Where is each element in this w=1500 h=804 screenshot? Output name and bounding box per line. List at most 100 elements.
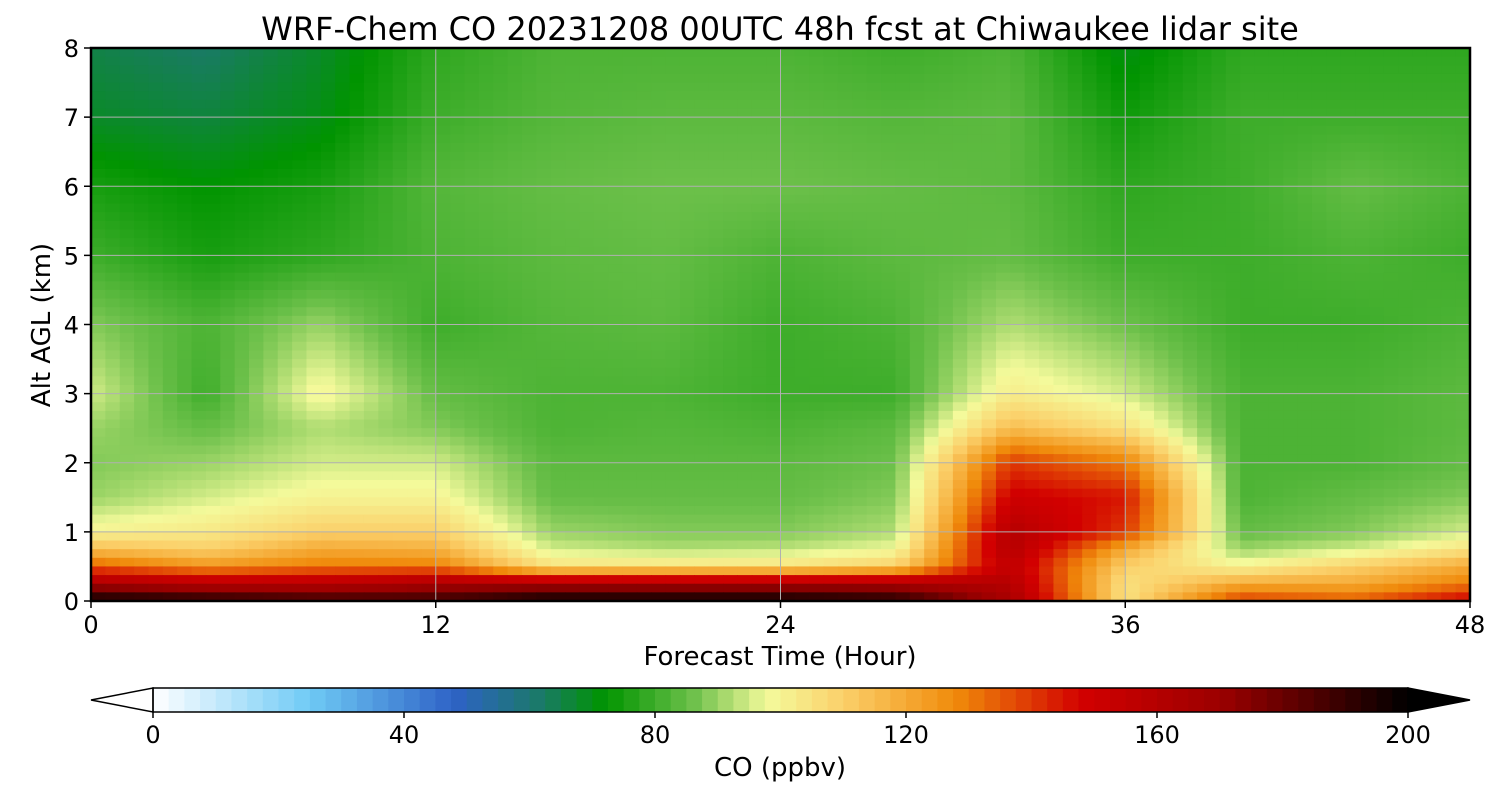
heatmap-cell xyxy=(1369,186,1385,196)
heatmap-cell xyxy=(866,255,882,265)
heatmap-cell xyxy=(1268,134,1284,144)
heatmap-cell xyxy=(1182,108,1198,118)
heatmap-cell xyxy=(191,315,207,326)
heatmap-cell xyxy=(852,117,868,127)
heatmap-cell xyxy=(191,194,207,205)
heatmap-cell xyxy=(881,82,897,92)
heatmap-cell xyxy=(1067,238,1083,248)
heatmap-cell xyxy=(277,350,293,360)
heatmap-cell xyxy=(1082,143,1098,153)
heatmap-cell xyxy=(938,462,954,472)
heatmap-cell xyxy=(1254,212,1270,222)
heatmap-cell xyxy=(938,393,954,403)
heatmap-cell xyxy=(608,272,624,282)
heatmap-cell xyxy=(924,82,940,92)
heatmap-cell xyxy=(392,246,408,256)
heatmap-cell xyxy=(249,480,264,490)
heatmap-cell xyxy=(694,186,710,196)
heatmap-cell xyxy=(349,168,365,179)
heatmap-cell xyxy=(1326,160,1342,170)
heatmap-cell xyxy=(622,220,638,231)
heatmap-cell xyxy=(895,393,911,403)
heatmap-cell xyxy=(1254,220,1270,231)
heatmap-cell xyxy=(665,445,681,455)
heatmap-cell xyxy=(636,350,652,360)
heatmap-cell xyxy=(1455,281,1470,291)
heatmap-cell xyxy=(1153,117,1169,127)
heatmap-cell xyxy=(407,376,422,386)
heatmap-cell xyxy=(1340,333,1356,343)
heatmap-cell xyxy=(1441,99,1457,110)
heatmap-cell xyxy=(1326,419,1342,429)
heatmap-cell xyxy=(1125,393,1141,403)
heatmap-cell xyxy=(464,359,480,369)
heatmap-cell xyxy=(292,462,308,472)
heatmap-cell xyxy=(91,246,106,256)
heatmap-cell xyxy=(91,333,106,343)
heatmap-cell xyxy=(1441,238,1457,248)
heatmap-cell xyxy=(177,289,193,300)
heatmap-cell xyxy=(809,229,825,239)
heatmap-cell xyxy=(349,82,365,92)
heatmap-cell xyxy=(1153,281,1169,291)
heatmap-cell xyxy=(1082,324,1098,334)
heatmap-cell xyxy=(1383,393,1399,403)
heatmap-cell xyxy=(1383,82,1399,92)
heatmap-cell xyxy=(1010,480,1026,490)
heatmap-cell xyxy=(119,324,135,334)
heatmap-cell xyxy=(1067,480,1083,490)
heatmap-cell xyxy=(1283,134,1299,144)
heatmap-cell xyxy=(1010,410,1026,421)
heatmap-cell xyxy=(1010,298,1026,308)
heatmap-cell xyxy=(608,367,624,377)
heatmap-cell xyxy=(565,376,580,386)
heatmap-cell xyxy=(679,186,695,196)
heatmap-cell xyxy=(1096,307,1112,317)
heatmap-cell xyxy=(809,48,825,58)
heatmap-cell xyxy=(263,186,279,196)
heatmap-cell xyxy=(277,229,293,239)
heatmap-cell xyxy=(1053,108,1069,118)
heatmap-cell xyxy=(234,151,250,161)
heatmap-cell xyxy=(1153,324,1169,334)
heatmap-cell xyxy=(1067,384,1083,395)
heatmap-cell xyxy=(335,272,351,282)
heatmap-cell xyxy=(1340,307,1356,317)
heatmap-cell xyxy=(493,471,509,481)
heatmap-cell xyxy=(837,402,853,412)
heatmap-cell xyxy=(1441,393,1457,403)
heatmap-cell xyxy=(1311,471,1327,481)
heatmap-cell xyxy=(1010,307,1026,317)
heatmap-cell xyxy=(1297,341,1313,352)
heatmap-cell xyxy=(895,186,911,196)
heatmap-cell xyxy=(263,99,279,110)
heatmap-cell xyxy=(536,480,552,490)
heatmap-cell xyxy=(464,376,480,386)
heatmap-cell xyxy=(1412,73,1428,84)
heatmap-cell xyxy=(1283,436,1299,447)
heatmap-cell xyxy=(1412,134,1428,144)
heatmap-cell xyxy=(421,281,437,291)
heatmap-cell xyxy=(119,281,135,291)
heatmap-cell xyxy=(665,281,681,291)
heatmap-cell xyxy=(493,454,509,464)
heatmap-cell xyxy=(119,454,135,464)
heatmap-cell xyxy=(105,428,121,438)
heatmap-cell xyxy=(1311,143,1327,153)
heatmap-cell xyxy=(952,488,968,498)
heatmap-cell xyxy=(1096,143,1112,153)
heatmap-cell xyxy=(1240,462,1256,472)
heatmap-cell xyxy=(823,462,839,472)
heatmap-cell xyxy=(1053,298,1069,308)
heatmap-cell xyxy=(91,393,106,403)
heatmap-cell xyxy=(91,384,106,395)
heatmap-cell xyxy=(550,108,566,118)
heatmap-cell xyxy=(1398,212,1414,222)
heatmap-cell xyxy=(1211,229,1227,239)
heatmap-cell xyxy=(536,462,552,472)
heatmap-cell xyxy=(220,255,236,265)
heatmap-cell xyxy=(1311,125,1327,136)
heatmap-cell xyxy=(1383,298,1399,308)
heatmap-cell xyxy=(1211,264,1227,274)
heatmap-cell xyxy=(1110,341,1126,352)
